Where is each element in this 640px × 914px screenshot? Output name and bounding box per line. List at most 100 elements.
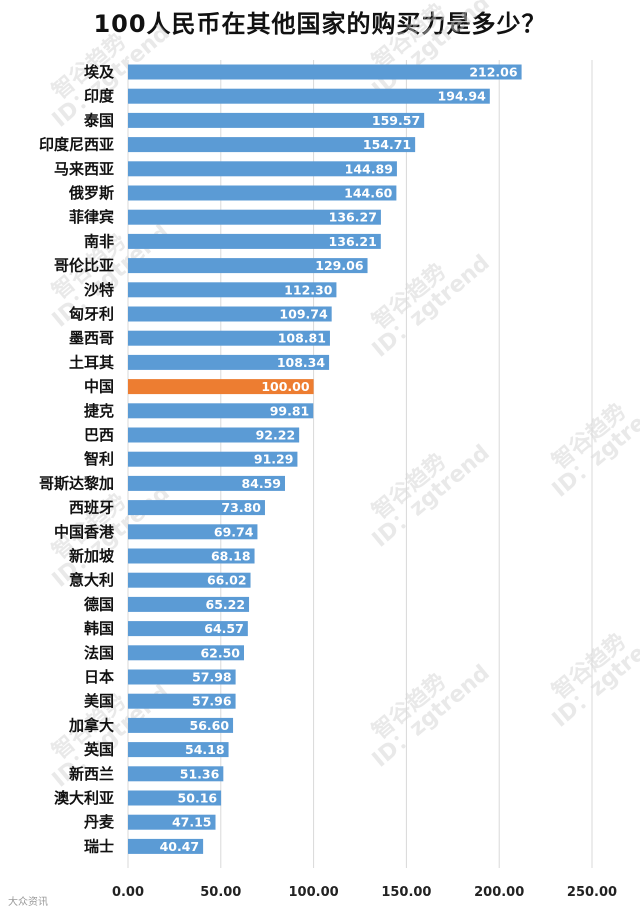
data-label: 64.57 bbox=[204, 621, 244, 636]
category-label: 埃及 bbox=[84, 63, 115, 81]
bar-6 bbox=[128, 209, 381, 225]
data-label: 57.98 bbox=[192, 670, 232, 685]
category-label: 英国 bbox=[84, 741, 114, 759]
data-label: 108.81 bbox=[278, 331, 326, 346]
bar-16 bbox=[128, 451, 298, 467]
bar-27 bbox=[128, 717, 234, 733]
x-tick-label: 100.00 bbox=[289, 885, 339, 900]
data-label: 54.18 bbox=[185, 742, 225, 757]
data-label: 99.81 bbox=[270, 403, 310, 418]
data-label: 194.94 bbox=[438, 89, 487, 104]
data-label: 100.00 bbox=[261, 379, 310, 394]
bar-1 bbox=[128, 88, 490, 104]
bar-24 bbox=[128, 645, 244, 661]
x-tick-label: 0.00 bbox=[112, 885, 144, 900]
data-label: 73.80 bbox=[221, 500, 261, 515]
category-label: 瑞士 bbox=[84, 837, 114, 855]
category-label: 法国 bbox=[84, 644, 114, 662]
bar-15 bbox=[128, 427, 300, 443]
bar-9 bbox=[128, 282, 337, 298]
bar-4 bbox=[128, 161, 397, 177]
x-axis-ticks: 0.00 50.00 100.00 150.00 200.00 250.00 bbox=[112, 885, 617, 900]
data-label: 154.71 bbox=[363, 137, 411, 152]
data-label: 91.29 bbox=[254, 452, 294, 467]
category-label: 丹麦 bbox=[84, 813, 115, 831]
bar-31 bbox=[128, 814, 216, 830]
data-label: 50.16 bbox=[178, 791, 218, 806]
bar-3 bbox=[128, 137, 416, 153]
category-label: 俄罗斯 bbox=[68, 184, 114, 202]
bar-17 bbox=[128, 475, 285, 491]
data-label: 69.74 bbox=[214, 524, 254, 539]
category-label: 德国 bbox=[84, 595, 114, 613]
bar-23 bbox=[128, 621, 248, 637]
category-label: 西班牙 bbox=[69, 499, 114, 517]
x-tick-label: 250.00 bbox=[567, 885, 617, 900]
data-label: 84.59 bbox=[241, 476, 281, 491]
category-label: 加拿大 bbox=[68, 716, 114, 734]
x-tick-label: 50.00 bbox=[200, 885, 241, 900]
bar-12 bbox=[128, 354, 330, 370]
data-label: 47.15 bbox=[172, 815, 212, 830]
category-label: 菲律宾 bbox=[69, 208, 114, 226]
data-label: 136.21 bbox=[329, 234, 377, 249]
bar-10 bbox=[128, 306, 332, 322]
category-labels: 埃及印度泰国印度尼西亚马来西亚俄罗斯菲律宾南非哥伦比亚沙特匈牙利墨西哥土耳其中国… bbox=[39, 63, 115, 855]
data-label: 159.57 bbox=[372, 113, 420, 128]
data-label: 112.30 bbox=[284, 282, 333, 297]
category-label: 印度 bbox=[84, 87, 115, 105]
data-label: 212.06 bbox=[469, 65, 518, 80]
data-label: 144.89 bbox=[345, 161, 393, 176]
data-label: 68.18 bbox=[211, 549, 251, 564]
bar-7 bbox=[128, 233, 381, 249]
bar-11 bbox=[128, 330, 330, 346]
category-label: 美国 bbox=[84, 692, 114, 710]
category-label: 匈牙利 bbox=[69, 305, 114, 323]
bar-18 bbox=[128, 500, 265, 516]
bar-25 bbox=[128, 669, 236, 685]
bar-26 bbox=[128, 693, 236, 709]
data-label: 92.22 bbox=[256, 428, 296, 443]
category-label: 新西兰 bbox=[69, 765, 114, 783]
bar-29 bbox=[128, 766, 224, 782]
x-tick-label: 150.00 bbox=[381, 885, 431, 900]
bar-14 bbox=[128, 403, 314, 419]
category-label: 中国香港 bbox=[54, 523, 115, 541]
bar-2 bbox=[128, 112, 425, 128]
category-label: 意大利 bbox=[69, 571, 114, 589]
bar-28 bbox=[128, 742, 229, 758]
data-label: 40.47 bbox=[160, 839, 200, 854]
category-label: 泰国 bbox=[83, 111, 114, 129]
category-label: 马来西亚 bbox=[54, 160, 114, 178]
category-label: 印度尼西亚 bbox=[39, 136, 114, 154]
chart-title: 100人民币在其他国家的购买力是多少？ bbox=[93, 10, 547, 38]
data-label: 65.22 bbox=[206, 597, 246, 612]
category-label: 哥斯达黎加 bbox=[39, 474, 114, 492]
data-label: 129.06 bbox=[315, 258, 364, 273]
data-label: 108.34 bbox=[277, 355, 326, 370]
bars: 212.06 194.94 159.57 154.71 144.89 144.60 136.… bbox=[128, 64, 522, 854]
category-label: 沙特 bbox=[84, 281, 114, 299]
data-label: 144.60 bbox=[344, 186, 393, 201]
category-label: 墨西哥 bbox=[69, 329, 114, 347]
data-label: 51.36 bbox=[180, 766, 220, 781]
category-label: 土耳其 bbox=[69, 353, 114, 371]
data-label: 66.02 bbox=[207, 573, 247, 588]
category-label: 哥伦比亚 bbox=[54, 257, 114, 275]
bar-5 bbox=[128, 185, 397, 201]
source-tag: 大众资讯 bbox=[8, 897, 48, 908]
category-label: 南非 bbox=[84, 232, 114, 250]
bar-30 bbox=[128, 790, 222, 806]
category-label: 澳大利亚 bbox=[54, 789, 114, 807]
category-label: 日本 bbox=[84, 668, 114, 686]
data-label: 136.27 bbox=[329, 210, 377, 225]
category-label: 新加坡 bbox=[69, 547, 114, 565]
bar-19 bbox=[128, 524, 258, 540]
category-label: 韩国 bbox=[84, 620, 114, 638]
data-label: 56.60 bbox=[190, 718, 230, 733]
category-label: 智利 bbox=[84, 450, 114, 468]
category-label: 捷克 bbox=[84, 402, 114, 420]
x-tick-label: 200.00 bbox=[474, 885, 524, 900]
category-label: 巴西 bbox=[84, 426, 114, 444]
